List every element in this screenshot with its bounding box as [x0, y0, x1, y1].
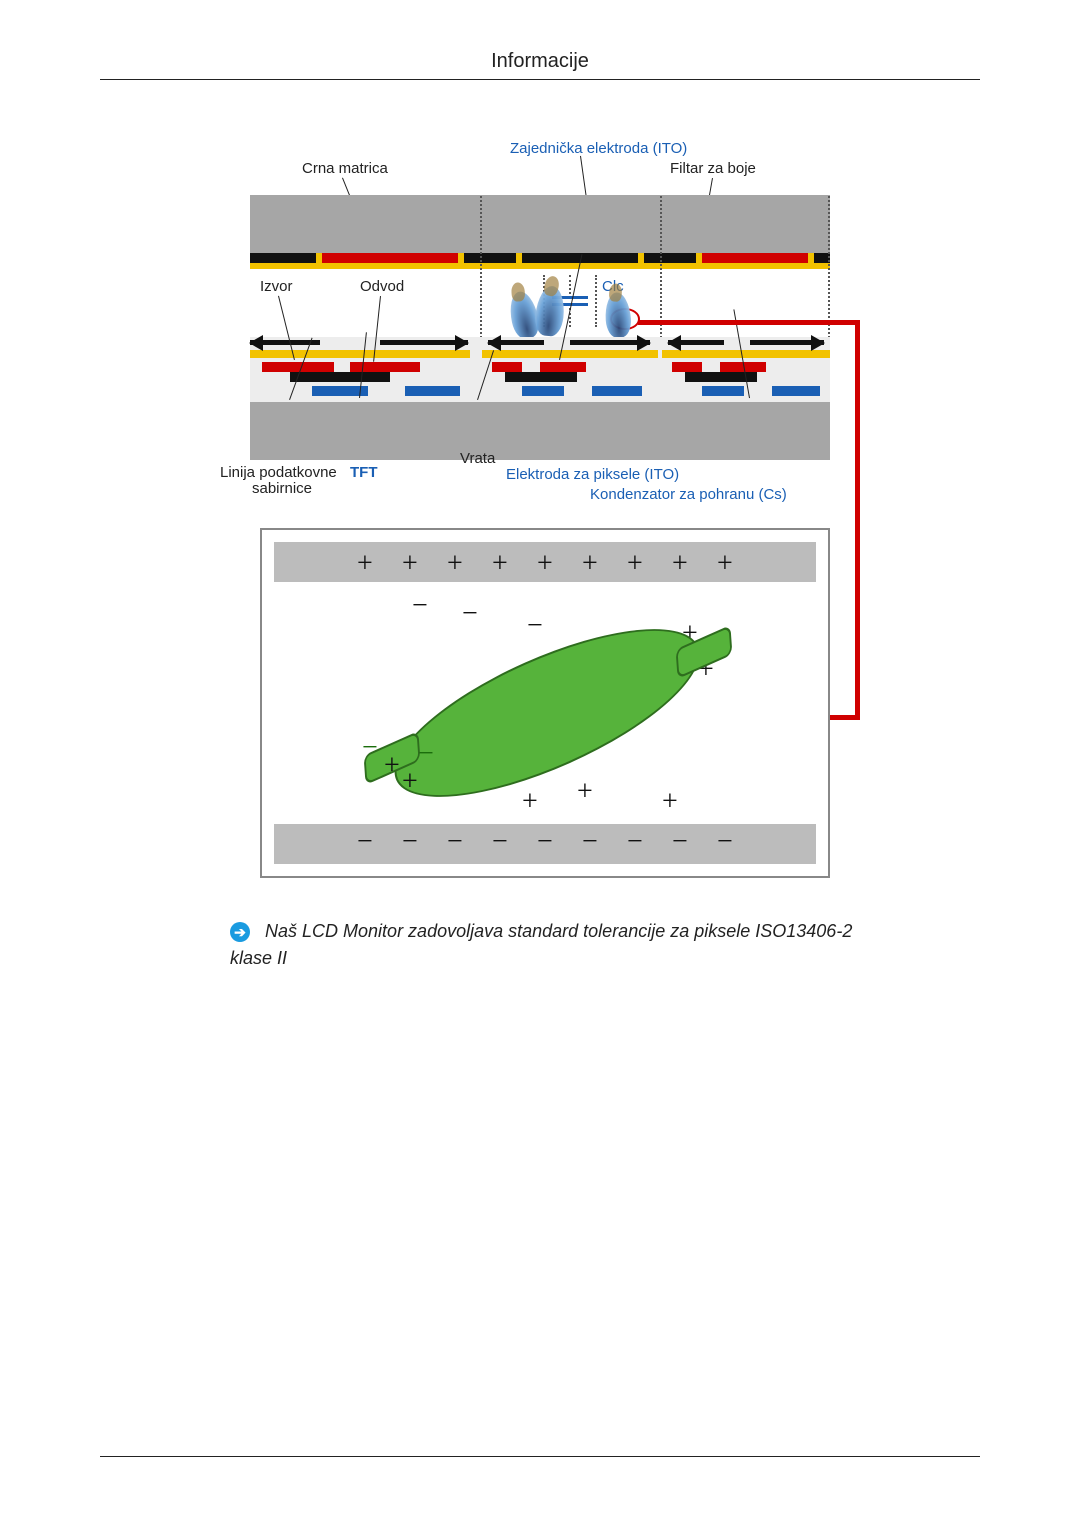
- color-filter-segment: [700, 253, 810, 263]
- tft-channel: [505, 372, 577, 382]
- label-common-electrode: Zajednička elektroda (ITO): [510, 140, 687, 157]
- tft-source-drain: [350, 362, 420, 372]
- storage-cap-plate: [405, 386, 460, 396]
- tft-gate: [702, 386, 744, 396]
- label-drain: Odvod: [360, 278, 404, 295]
- label-color-filter: Filtar za boje: [670, 160, 756, 177]
- tft-channel: [290, 372, 390, 382]
- arrow-icon: [570, 340, 650, 345]
- connector-line: [855, 320, 860, 718]
- tft-source-drain: [540, 362, 586, 372]
- storage-cap-plate: [772, 386, 820, 396]
- tft-source-drain: [492, 362, 522, 372]
- ito-pixel-electrode: [250, 350, 470, 358]
- label-storage-cap: Kondenzator za pohranu (Cs): [590, 486, 787, 503]
- arrow-icon: [488, 340, 544, 345]
- ito-step: [638, 253, 644, 269]
- footnote: ➔ Naš LCD Monitor zadovoljava standard t…: [230, 918, 870, 972]
- tft-gate: [522, 386, 564, 396]
- ito-common-electrode: [250, 263, 830, 269]
- black-matrix-segment: [250, 253, 320, 263]
- lc-molecule-diagram: + + + + + + + + + − − − + − + −: [260, 528, 830, 878]
- storage-cap-plate: [592, 386, 642, 396]
- black-matrix-segment: [460, 253, 520, 263]
- arrow-bullet-icon: ➔: [230, 922, 250, 942]
- ito-step: [516, 253, 522, 269]
- ito-pixel-electrode: [662, 350, 830, 358]
- label-tft: TFT: [350, 464, 378, 481]
- ito-step: [316, 253, 322, 269]
- label-black-matrix: Crna matrica: [302, 160, 388, 177]
- diagrams-container: Zajednička elektroda (ITO) Crna matrica …: [230, 140, 850, 878]
- connector-line: [638, 320, 860, 325]
- ito-step: [808, 253, 814, 269]
- label-data-bus-2: sabirnice: [252, 480, 312, 497]
- ito-pixel-electrode: [482, 350, 658, 358]
- arrow-icon: [380, 340, 468, 345]
- color-filter-segment: [320, 253, 460, 263]
- black-matrix-segment: [640, 253, 700, 263]
- arrow-icon: [750, 340, 824, 345]
- label-gate: Vrata: [460, 450, 495, 467]
- lc-molecule-icon: [604, 292, 632, 339]
- label-source: Izvor: [260, 278, 293, 295]
- page-title: Informacije: [100, 50, 980, 80]
- footer-rule: [100, 1456, 980, 1457]
- label-data-bus-1: Linija podatkovne: [220, 464, 337, 481]
- bottom-glass-plate: [250, 402, 830, 460]
- arrow-icon: [668, 340, 724, 345]
- label-pixel-electrode: Elektroda za piksele (ITO): [506, 466, 679, 483]
- document-page: Informacije Zajednička elektroda (ITO) C…: [0, 0, 1080, 1022]
- top-glass-plate: [250, 195, 830, 253]
- ito-step: [696, 253, 702, 269]
- ito-step: [458, 253, 464, 269]
- tft-source-drain: [262, 362, 334, 372]
- footnote-text: Naš LCD Monitor zadovoljava standard tol…: [230, 921, 852, 968]
- tft-source-drain: [672, 362, 702, 372]
